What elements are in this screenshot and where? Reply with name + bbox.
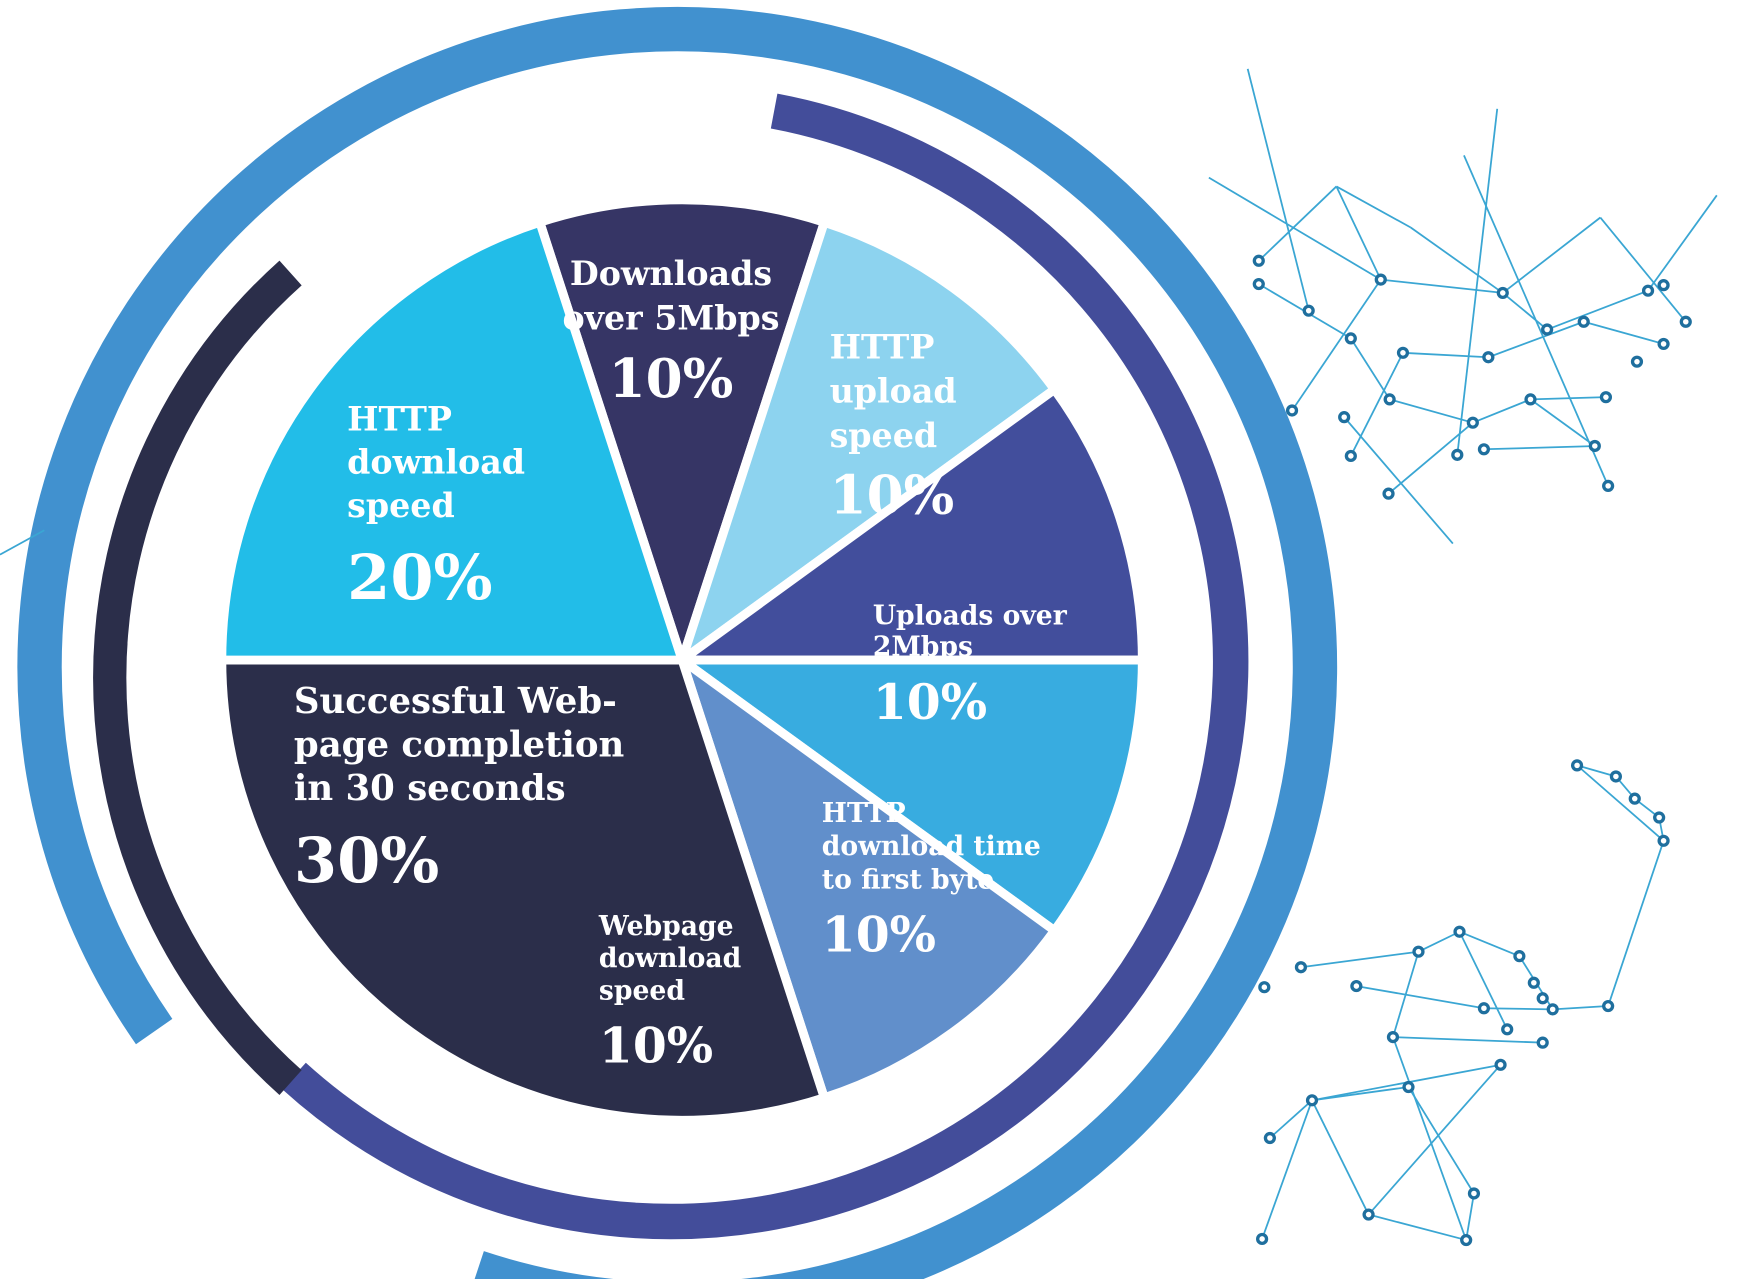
middle-ring (281, 93, 1249, 1240)
pie-slice (217, 655, 829, 1125)
pie-slice (217, 217, 687, 665)
network-decoration (0, 68, 1718, 1247)
slice-label: Webpage download speed (598, 911, 741, 1006)
slice-label: Successful Web-page completion in 30 seco… (294, 681, 624, 809)
pie-slice (677, 655, 1147, 935)
slice-label: Uploads over 2Mbps (873, 601, 1068, 663)
slice-label: HTTP download time to first byte (822, 798, 1041, 896)
slice-value-label: 20% (347, 541, 492, 614)
slice-value-label: 10% (830, 464, 955, 527)
slice-value-label: 10% (599, 1017, 713, 1075)
slice-value-label: 10% (822, 906, 936, 964)
pie-slice (535, 195, 829, 665)
pie-slice (677, 655, 1059, 1103)
slice-value-label: 10% (873, 673, 987, 731)
slice-label: Downloads over 5Mbps (562, 254, 779, 337)
pie-slice (677, 385, 1147, 665)
decoration-rings (17, 6, 1338, 1279)
pie: Downloads over 5Mbps 10% HTTP upload speed 10%… (217, 195, 1147, 1125)
slice-label: HTTP download speed (347, 399, 525, 525)
slice-value-label: 30% (294, 824, 439, 897)
slice-label: HTTP upload speed (830, 327, 957, 455)
slice-value-label: 10% (609, 347, 734, 410)
pie-slice (677, 217, 1059, 665)
outer-ring (17, 6, 1338, 1279)
inner-ring (93, 260, 302, 1095)
